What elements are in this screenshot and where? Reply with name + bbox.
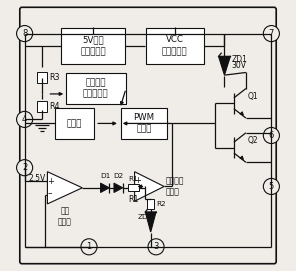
- Circle shape: [17, 25, 33, 42]
- Text: 5: 5: [269, 182, 274, 191]
- Circle shape: [17, 111, 33, 127]
- Text: 比较器: 比较器: [165, 187, 179, 196]
- Polygon shape: [114, 183, 123, 192]
- Text: 5V基准
电压发生器: 5V基准 电压发生器: [80, 36, 106, 56]
- Bar: [146, 28, 204, 64]
- Text: 2.5V: 2.5V: [29, 175, 46, 183]
- Text: –: –: [135, 188, 139, 196]
- Text: 电流感应: 电流感应: [165, 177, 184, 186]
- Text: R4: R4: [49, 102, 60, 111]
- Circle shape: [263, 25, 279, 42]
- Text: +: +: [47, 177, 54, 186]
- Circle shape: [263, 178, 279, 195]
- Polygon shape: [145, 212, 156, 232]
- Text: 8: 8: [22, 29, 27, 38]
- Text: R3: R3: [49, 73, 60, 82]
- Bar: [55, 108, 94, 139]
- Text: +: +: [134, 176, 141, 185]
- Circle shape: [17, 160, 33, 176]
- Text: 振荡器: 振荡器: [67, 119, 82, 128]
- Text: Q2: Q2: [247, 136, 258, 145]
- Text: PWM
锁存器: PWM 锁存器: [133, 113, 155, 134]
- Polygon shape: [101, 183, 110, 192]
- Bar: [147, 199, 154, 209]
- Text: ZD2: ZD2: [137, 214, 152, 220]
- Bar: [37, 72, 47, 83]
- Text: VCC
欠电压限制: VCC 欠电压限制: [162, 36, 188, 56]
- Bar: [37, 101, 47, 112]
- Bar: [61, 28, 125, 64]
- Text: ZD1: ZD1: [231, 55, 247, 64]
- Bar: [65, 73, 126, 104]
- Text: 6: 6: [269, 131, 274, 140]
- Text: –: –: [48, 189, 52, 198]
- Text: 1: 1: [86, 242, 92, 251]
- Text: R1: R1: [128, 195, 139, 204]
- Polygon shape: [135, 172, 164, 201]
- Polygon shape: [47, 172, 82, 204]
- Text: R2: R2: [156, 201, 166, 207]
- Text: 7: 7: [269, 29, 274, 38]
- Text: D2: D2: [113, 173, 124, 179]
- Circle shape: [81, 239, 97, 255]
- Text: 4: 4: [22, 115, 27, 124]
- Polygon shape: [218, 56, 230, 75]
- Text: D1: D1: [100, 173, 110, 179]
- Bar: [128, 185, 139, 191]
- Text: 2: 2: [22, 163, 27, 172]
- Text: 误差
放大器: 误差 放大器: [58, 207, 72, 227]
- Text: 基准电压
欠电压限制: 基准电压 欠电压限制: [83, 78, 109, 99]
- Text: 3: 3: [153, 242, 159, 251]
- Circle shape: [148, 239, 164, 255]
- Text: R1: R1: [128, 176, 138, 182]
- Text: 30V: 30V: [231, 61, 246, 70]
- Text: Q1: Q1: [247, 92, 258, 101]
- Bar: [120, 108, 168, 139]
- Circle shape: [263, 127, 279, 144]
